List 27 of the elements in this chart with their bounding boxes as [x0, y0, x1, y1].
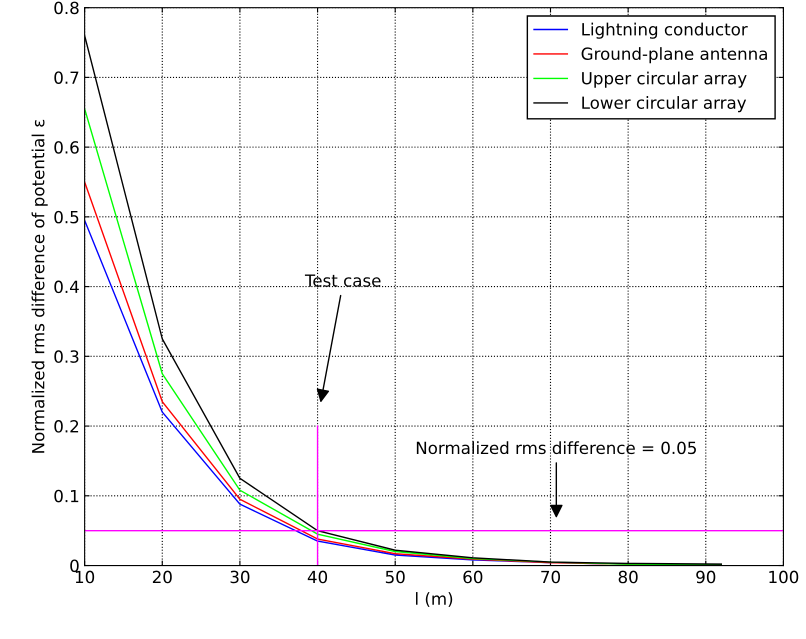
x-tick-label: 90: [696, 570, 716, 584]
y-tick-label: 0.7: [54, 71, 78, 84]
legend-label: Lightning conductor: [582, 22, 748, 39]
x-tick-label: 10: [76, 570, 94, 584]
legend-label: Upper circular array: [582, 72, 747, 88]
x-tick-label: 100: [769, 570, 798, 584]
x-tick-label: 70: [541, 570, 560, 584]
x-tick-label: 50: [386, 570, 405, 584]
y-tick-label: 0: [70, 559, 79, 572]
annotation: Normalized rms difference = 0.05: [416, 441, 696, 454]
y-tick-label: 0.8: [54, 2, 79, 14]
legend-label: Lower circular array: [582, 96, 746, 112]
legend-label: Ground-plane antenna: [582, 47, 767, 64]
y-tick-label: 0.2: [54, 420, 78, 433]
x-tick-label: 20: [152, 570, 172, 584]
x-tick-label: 60: [463, 570, 482, 584]
x-tick-label: 40: [308, 570, 328, 584]
y-tick-label: 0.1: [54, 490, 78, 502]
y-tick-label: 0.6: [54, 141, 79, 154]
x-tick-label: 30: [230, 570, 250, 584]
y-tick-label: 0.4: [54, 280, 79, 294]
x-tick-label: 80: [618, 570, 638, 584]
y-tick-label: 0.3: [54, 350, 78, 363]
annotation: Test case: [304, 274, 381, 287]
y-tick-label: 0.5: [54, 210, 78, 224]
y-axis-title: Normalized rms difference of potential ε: [32, 120, 48, 453]
x-axis-title: l (m): [416, 592, 452, 607]
